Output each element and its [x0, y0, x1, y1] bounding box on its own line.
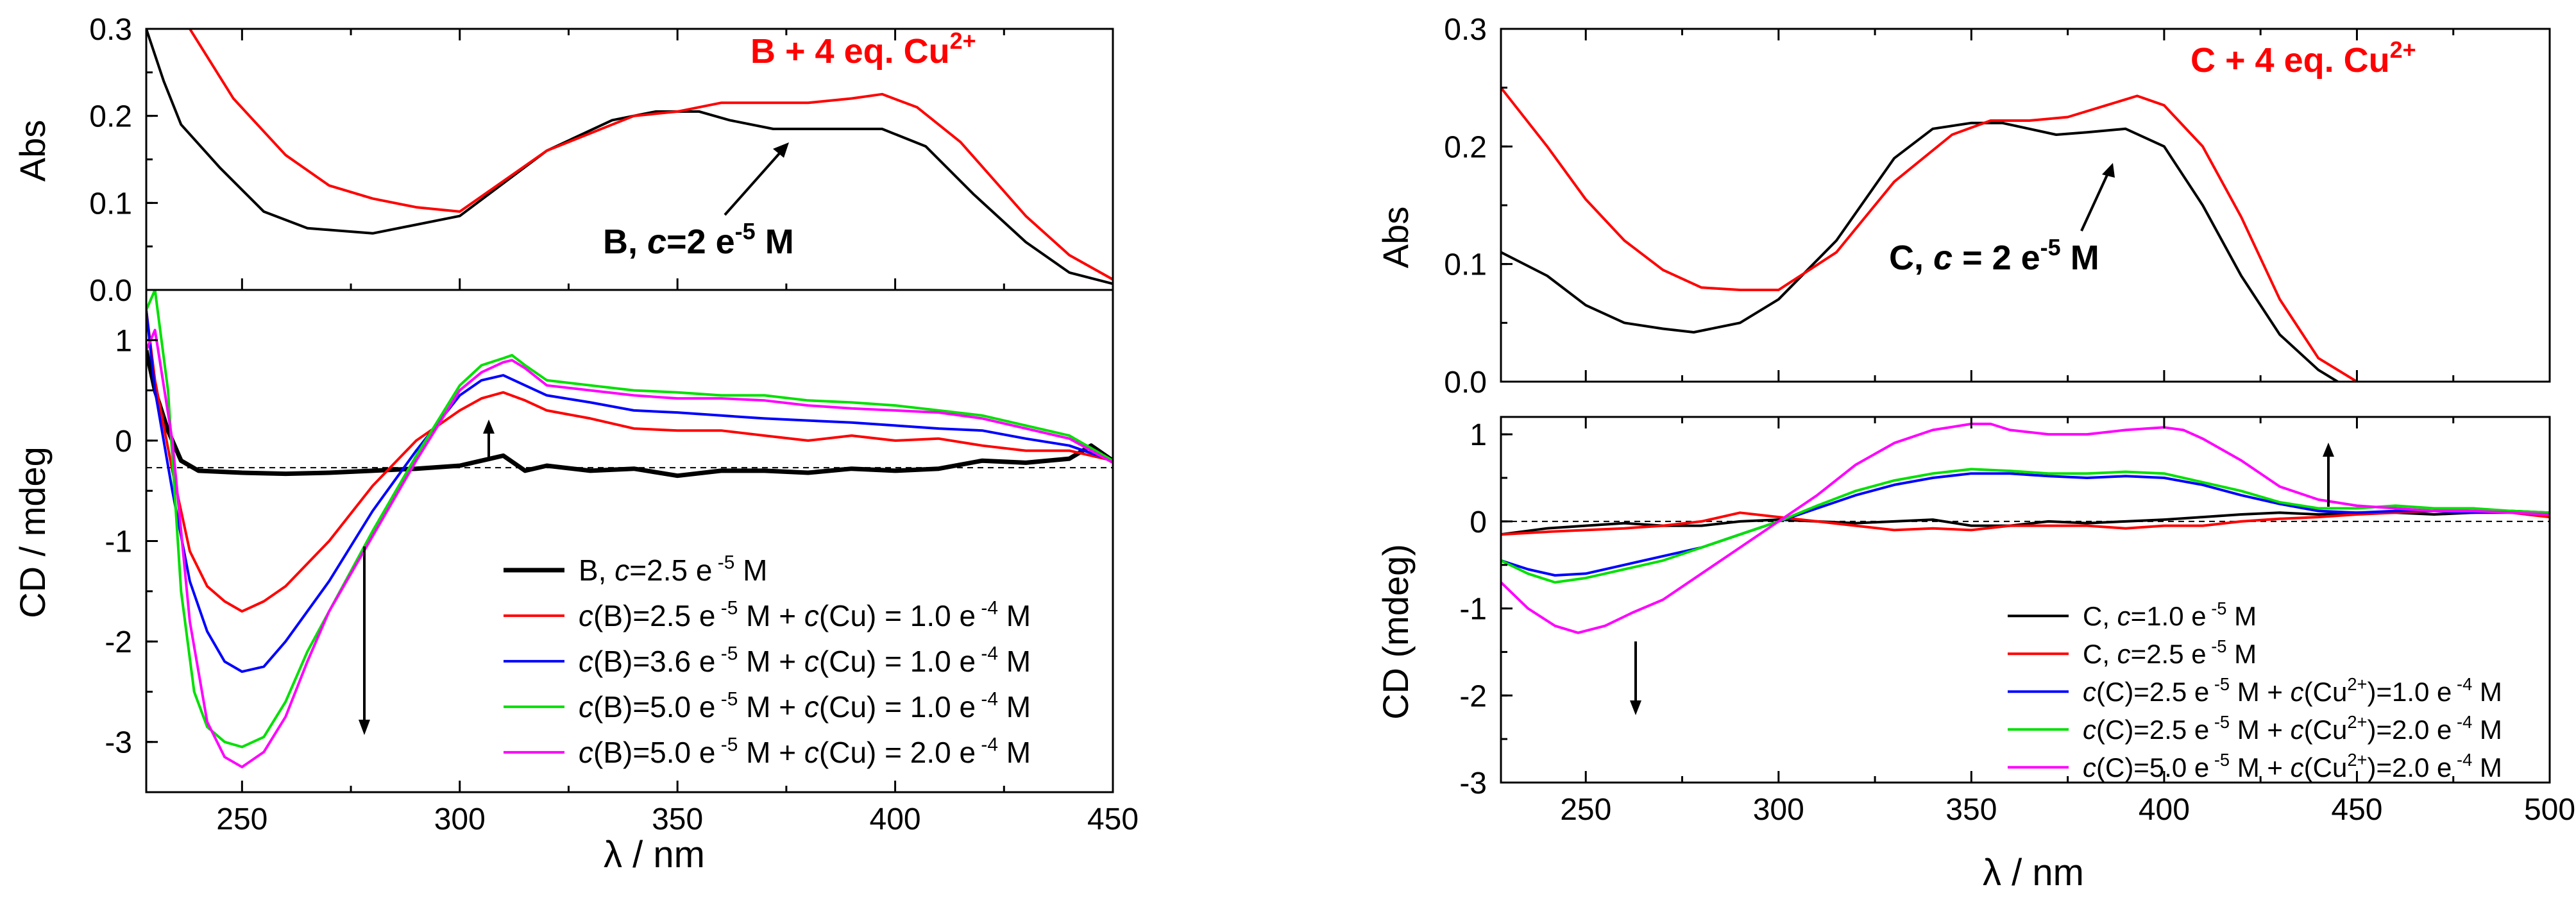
b-abs-arrow-head	[773, 142, 789, 158]
legend-entry: c(B)=2.5 e -5 M + c(Cu) = 1.0 e -4 M	[579, 598, 1031, 632]
b_cd-ytick-label: 1	[115, 324, 132, 358]
c_abs-ytick-label: 0.2	[1444, 130, 1487, 164]
b_cd-series-2	[146, 310, 1113, 674]
c-cd-arrow-down	[1630, 641, 1641, 715]
b_cd-xtick-label: 350	[652, 802, 703, 836]
c_abs-series-0	[1501, 121, 2339, 382]
c-abs-title-main: C + 4 eq. Cu	[2190, 41, 2390, 80]
panel-b-abs: 0.0 0.1 0.2 0.3 Abs B + 4 eq. Cu2+ B, c=2 e…	[12, 13, 1114, 308]
c-abs-annotation-sup: -5	[2040, 234, 2061, 260]
legend-entry: c(C)=5.0 e -5 M + c(Cu2+)=2.0 e -4 M	[2083, 750, 2502, 783]
c_abs-ytick-label: 0.0	[1444, 366, 1487, 400]
b_cd-series-0	[146, 350, 1113, 479]
c_cd-ytick-label: 0	[1470, 505, 1487, 539]
c_cd-ytick-label: 1	[1470, 418, 1487, 452]
c_cd-series-1	[1501, 507, 2550, 536]
b-abs-plot-area: 0.0 0.1 0.2 0.3	[89, 13, 1114, 308]
b_abs-series-0	[146, 29, 1113, 285]
panel-b-cd: 250 300 350 400 450 1 0 -1 -2 -3 CD / mdeg λ / nm…	[12, 289, 1139, 876]
legend-entry: B, c=2.5 e -5 M	[579, 552, 767, 587]
panel-c-abs: 0.0 0.1 0.2 0.3 Abs C + 4 eq. Cu2+ C, c = 2…	[1375, 13, 2551, 400]
c_cd-ytick-label: -3	[1459, 767, 1487, 801]
legend-entry: C, c=1.0 e -5 M	[2083, 598, 2257, 631]
b_abs-ytick-label: 0.1	[89, 187, 132, 221]
b_abs-ytick-label: 0.3	[89, 13, 132, 47]
b_cd-ytick-label: 0	[115, 425, 132, 459]
c-abs-arrow-head	[2102, 163, 2115, 178]
c-abs-plot-area: 0.0 0.1 0.2 0.3	[1444, 13, 2551, 400]
c_cd-ytick-label: -1	[1459, 593, 1487, 627]
b-cd-plot-area: 250 300 350 400 450 1 0 -1 -2 -3	[105, 289, 1139, 836]
b-cd-arrow-down	[359, 546, 370, 735]
c_cd-xtick-label: 450	[2331, 793, 2382, 827]
c_cd-xtick-label: 300	[1753, 793, 1804, 827]
b_cd-xtick-label: 300	[434, 802, 486, 836]
b_cd-ytick-label: -2	[105, 625, 132, 659]
b-cd-arrow-up	[483, 419, 495, 461]
c-cd-xlabel: λ / nm	[1983, 852, 2084, 894]
b-cd-xlabel: λ / nm	[604, 834, 705, 876]
legend-entry: c(B)=3.6 e -5 M + c(Cu) = 1.0 e -4 M	[579, 643, 1031, 678]
c_cd-xtick-label: 350	[1945, 793, 1997, 827]
c_abs-ytick-label: 0.1	[1444, 248, 1487, 282]
c-abs-title: C + 4 eq. Cu2+	[2190, 37, 2416, 80]
c_cd-ytick-label: -2	[1459, 679, 1487, 713]
b-abs-ylabel: Abs	[12, 120, 53, 182]
b_cd-xtick-label: 250	[216, 802, 267, 836]
b_abs-ytick-label: 0.0	[89, 274, 132, 308]
b-abs-annotation-mid: =2 e	[666, 223, 735, 261]
c-abs-annotation-var: c	[1933, 239, 1953, 277]
c_cd-xtick-label: 400	[2139, 793, 2190, 827]
b-abs-title: B + 4 eq. Cu2+	[750, 28, 976, 71]
legend-entry: c(B)=5.0 e -5 M + c(Cu) = 2.0 e -4 M	[579, 734, 1031, 769]
c-abs-annotation-mid: = 2 e	[1953, 239, 2040, 277]
b_abs-series-1	[189, 29, 1113, 281]
c-cd-legend: C, c=1.0 e -5 M C, c=2.5 e -5 M c(C)=2.5 e…	[2008, 598, 2502, 783]
b-abs-title-sup: 2+	[950, 28, 976, 54]
b_abs-ytick-label: 0.2	[89, 100, 132, 134]
c_abs-series-1	[1501, 87, 2358, 382]
c-abs-annotation-pre: C,	[1889, 239, 1933, 277]
b-abs-annotation-var: c	[647, 223, 666, 261]
b_cd-series-1	[146, 310, 1113, 613]
b-cd-ylabel: CD / mdeg	[12, 446, 53, 618]
c-cd-arrow-up	[2323, 443, 2334, 507]
b-abs-annotation-post: M	[756, 223, 794, 261]
c_cd-xtick-label: 500	[2524, 793, 2575, 827]
panel-c-cd: 250 300 350 400 450 500 1 0 -1 -2 -3 CD (mdeg) λ /…	[1375, 416, 2575, 894]
b-abs-arrow	[724, 145, 787, 216]
c-cd-ylabel: CD (mdeg)	[1375, 544, 1416, 720]
c_cd-xtick-label: 250	[1560, 793, 1611, 827]
b_cd-ytick-label: -3	[105, 726, 132, 760]
c_abs-ytick-label: 0.3	[1444, 13, 1487, 47]
b-cd-legend: B, c=2.5 e -5 M c(B)=2.5 e -5 M + c(Cu) =…	[504, 552, 1031, 769]
c-cd-plot-area: 250 300 350 400 450 500 1 0 -1 -2 -3	[1459, 416, 2575, 827]
legend-entry: c(B)=5.0 e -5 M + c(Cu) = 1.0 e -4 M	[579, 689, 1031, 724]
c-abs-arrow	[2080, 167, 2112, 232]
b-abs-annotation-sup: -5	[735, 218, 756, 244]
c_cd-series-2	[1501, 472, 2550, 577]
c-abs-annotation-post: M	[2061, 239, 2099, 277]
legend-entry: c(C)=2.5 e -5 M + c(Cu2+)=2.0 e -4 M	[2083, 712, 2502, 745]
c-abs-title-sup: 2+	[2390, 37, 2416, 63]
b-abs-annotation-pre: B,	[603, 223, 647, 261]
legend-entry: c(C)=2.5 e -5 M + c(Cu2+)=1.0 e -4 M	[2083, 674, 2502, 707]
b-abs-annotation: B, c=2 e-5 M	[603, 218, 794, 261]
b_cd-ytick-label: -1	[105, 525, 132, 559]
b_cd-xtick-label: 450	[1087, 802, 1139, 836]
b_cd-series-4	[146, 328, 1113, 768]
legend-entry: C, c=2.5 e -5 M	[2083, 636, 2257, 669]
c-abs-annotation: C, c = 2 e-5 M	[1889, 234, 2099, 277]
c_cd-frame	[1500, 416, 2551, 784]
b-abs-title-main: B + 4 eq. Cu	[750, 32, 950, 71]
c-abs-ylabel: Abs	[1375, 207, 1416, 269]
b_cd-xtick-label: 400	[870, 802, 921, 836]
c_cd-series-4	[1501, 422, 2550, 634]
